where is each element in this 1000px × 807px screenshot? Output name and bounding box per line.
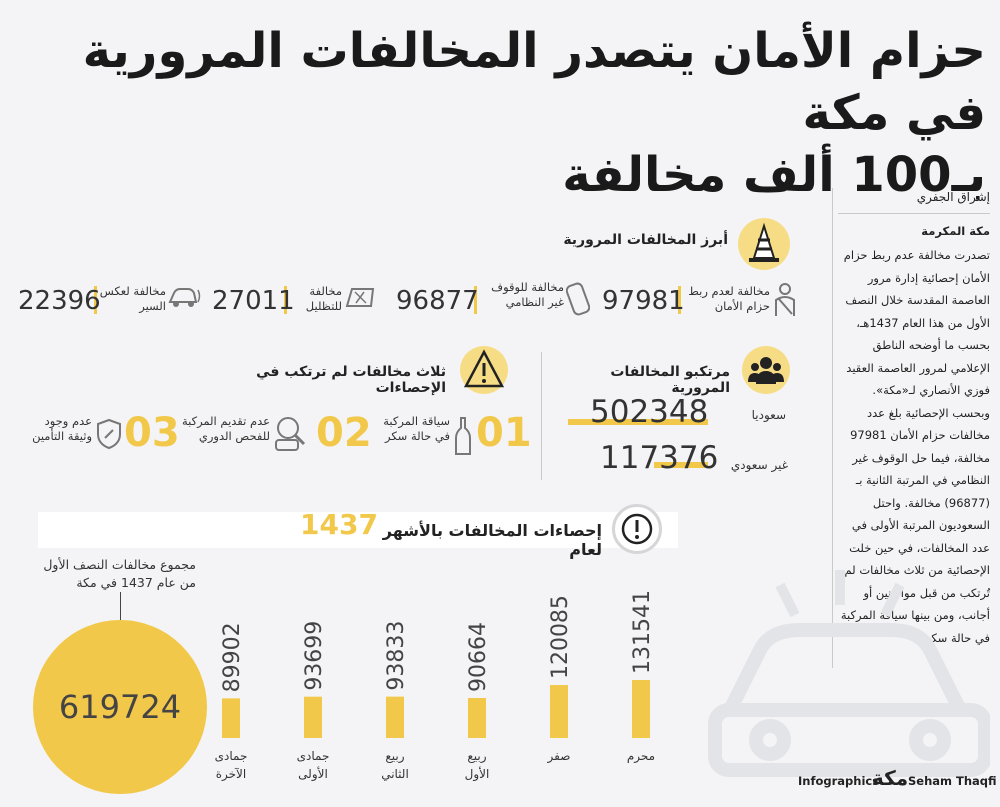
bar-value-label-3: 93833 — [384, 621, 409, 691]
uncommitted-heading: ثلاث مخالفات لم ترتكب في الإحصاءات — [256, 364, 446, 396]
alert-icon — [621, 513, 653, 545]
violation-marker-4 — [94, 286, 97, 314]
title-line-1: حزام الأمان يتصدر المخالفات المرورية في … — [82, 23, 986, 141]
category-label-5: جمادى الآخرة — [215, 749, 248, 782]
shield-icon — [97, 418, 121, 450]
alert-badge — [612, 504, 662, 554]
people-badge — [742, 346, 790, 394]
tinted-window-icon — [345, 288, 375, 307]
total-circle — [33, 620, 207, 794]
category-label-2: ربيع الأول — [465, 749, 490, 782]
violators-heading: مرتكبو المخالفات المرورية — [610, 364, 730, 396]
total-pointer-line — [120, 592, 121, 638]
monthly-header-bar — [38, 512, 678, 548]
bar-value-label-2: 90664 — [466, 622, 491, 692]
author-rule — [838, 212, 990, 214]
traffic-cone-icon — [749, 222, 779, 262]
violation-marker-2 — [474, 286, 477, 314]
violation-value-2: 96877 — [396, 286, 479, 316]
sidebar-divider — [832, 188, 833, 668]
article-sidebar: إشراق الجفري مكة المكرمة تصدرت مخالفة عد… — [838, 186, 990, 649]
seatbelt-icon — [775, 283, 795, 316]
inspection-car-icon — [275, 417, 306, 451]
violator-bar-saudi — [568, 419, 708, 425]
bar-value-label-0: 131541 — [630, 590, 655, 674]
uncommitted-label-1: سياقة المركبة في حالة سكر — [383, 414, 450, 443]
top-violations-row: مخالفة لعدم ربط حزام الأمان 97981 مخالفة… — [0, 272, 830, 332]
warning-badge — [460, 346, 508, 394]
logo: مكة — [872, 766, 909, 790]
violator-bar-nonsaudi — [654, 462, 708, 468]
violation-marker-3 — [284, 286, 287, 314]
total-value: 619724 — [58, 688, 182, 726]
bar-4 — [304, 696, 322, 738]
uncommitted-label-3: عدم وجود وثيقة التأمين — [32, 414, 92, 443]
infographics-credit: Infographics — [798, 774, 880, 788]
bar-2 — [468, 698, 486, 738]
category-label-1: صفر — [547, 749, 571, 764]
designer-credit: Seham Thaqfi — [908, 774, 997, 788]
violation-value-3: 27011 — [212, 286, 295, 316]
article-body: تصدرت مخالفة عدم ربط حزام الأمان إحصائية… — [840, 248, 990, 645]
violator-label-saudi: سعوديا — [751, 408, 786, 422]
uncommitted-number-2: 02 — [316, 410, 372, 456]
dateline: مكة المكرمة — [921, 223, 990, 238]
title-line-2: بـ100 ألف مخالفة — [562, 147, 986, 203]
monthly-year: 1437 — [300, 508, 378, 541]
violator-value-nonsaudi: 117376 — [600, 440, 719, 476]
bar-5 — [222, 698, 240, 738]
wrong-way-car-icon — [168, 288, 201, 307]
warning-icon — [463, 349, 505, 388]
category-label-3: ربيع الثاني — [381, 749, 409, 781]
violation-label-1: مخالفة لعدم ربط حزام الأمان — [688, 284, 770, 313]
violation-value-4: 22396 — [18, 286, 101, 316]
uncommitted-number-3: 03 — [124, 410, 180, 456]
monthly-bar-chart: 131541 محرم 120085 صفر 90664 ربيع الأول 93833 رب… — [215, 590, 655, 782]
violation-label-3: مخالفة للتظليل — [305, 284, 342, 313]
uncommitted-label-2: عدم تقديم المركبة للفحص الدوري — [181, 414, 270, 443]
bar-1 — [550, 685, 568, 738]
category-label-4: جمادى الأولى — [297, 749, 330, 782]
violation-label-4: مخالفة لعكس السير — [99, 284, 166, 313]
middle-divider — [541, 352, 542, 480]
bar-value-label-1: 120085 — [548, 595, 573, 679]
category-label-0: محرم — [627, 749, 655, 764]
parked-car-icon — [566, 282, 590, 316]
bar-3 — [386, 696, 404, 738]
traffic-cone-badge — [738, 218, 790, 270]
violation-value-1: 97981 — [602, 286, 685, 316]
background-car-icon — [708, 570, 990, 777]
monthly-heading: إحصاءات المخالفات بالأشهر لعام — [382, 521, 602, 559]
violator-label-nonsaudi: غير سعودي — [730, 458, 788, 472]
bar-value-label-5: 89902 — [220, 622, 245, 692]
people-icon — [748, 357, 784, 384]
author-name: إشراق الجفري — [916, 190, 990, 204]
bottle-icon — [455, 417, 471, 455]
page-title: حزام الأمان يتصدر المخالفات المرورية في … — [6, 20, 986, 206]
bar-value-label-4: 93699 — [302, 621, 327, 691]
violation-marker-1 — [678, 286, 681, 314]
uncommitted-number-1: 01 — [476, 410, 532, 456]
total-caption: مجموع مخالفات النصف الأول من عام 1437 في… — [43, 557, 196, 590]
violation-label-2: مخالفة للوقوف غير النظامي — [491, 280, 564, 309]
top-violations-heading: أبرز المخالفات المرورية — [563, 232, 728, 248]
violator-value-saudi: 502348 — [590, 394, 709, 430]
bar-0 — [632, 680, 650, 738]
